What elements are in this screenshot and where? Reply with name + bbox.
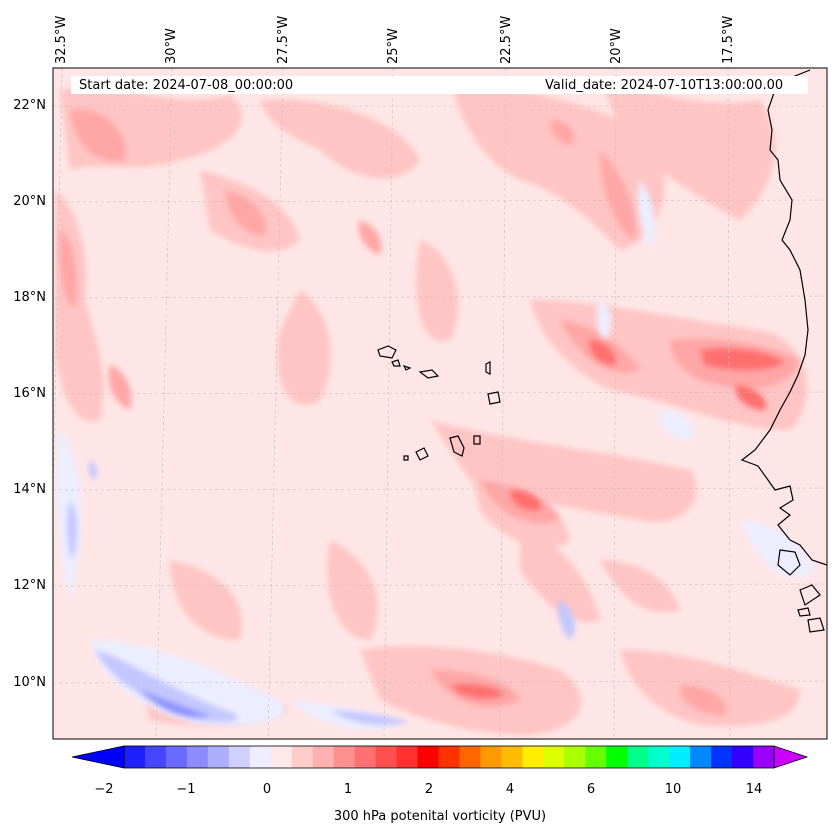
colorbar-cell <box>312 746 335 768</box>
map-panel <box>53 68 827 739</box>
colorbar-tick-minus2: −2 <box>94 782 114 797</box>
colorbar-tick-6: 6 <box>586 782 596 797</box>
colorbar-tick-4: 4 <box>505 782 515 797</box>
colorbar-tick-1: 1 <box>343 782 353 797</box>
africa-coast <box>740 69 827 566</box>
lon-label-17-5w: 17.5°W <box>721 15 736 64</box>
coastlines <box>740 69 827 633</box>
lat-label-20n: 20°N <box>13 194 46 209</box>
lat-label-10n: 10°N <box>13 675 46 690</box>
date-header-box <box>71 76 808 94</box>
colorbar-cell <box>543 746 565 768</box>
lat-label-22n: 22°N <box>13 98 46 113</box>
colorbar-title: 300 hPa potenital vorticity (PVU) <box>333 809 547 824</box>
lat-label-14n: 14°N <box>13 482 46 497</box>
lat-label-16n: 16°N <box>13 386 46 401</box>
lon-label-20w: 20°W <box>609 28 624 64</box>
colorbar-cell <box>207 746 230 768</box>
colorbar-tick-2: 2 <box>424 782 434 797</box>
lon-label-22-5w: 22.5°W <box>499 15 514 64</box>
colorbar-tick-0: 0 <box>262 782 272 797</box>
colorbar-cell <box>354 746 377 768</box>
colorbar-cell <box>606 746 628 768</box>
pv-contours-blue <box>67 460 576 726</box>
colorbar-cell <box>165 746 188 768</box>
colorbar-cell <box>711 746 733 768</box>
cape-verde-islands <box>377 345 501 461</box>
colorbar-cell <box>375 746 398 768</box>
colorbar-cell <box>270 746 293 768</box>
colorbar-min-extension <box>71 745 125 769</box>
colorbar-tick-10: 10 <box>664 782 682 797</box>
lon-label-32-5w: 32.5°W <box>54 15 69 64</box>
colorbar-cell <box>144 746 167 768</box>
colorbar-cell <box>690 746 712 768</box>
colorbar-cell <box>585 746 607 768</box>
map-frame <box>52 67 828 740</box>
colorbar-cell <box>753 746 775 768</box>
colorbar-cell <box>186 746 209 768</box>
colorbar-cell <box>732 746 754 768</box>
valid-date-label: Valid_date: 2024-07-10T13:00:00.00 <box>545 78 784 93</box>
map-gridlines <box>53 68 827 739</box>
lon-label-27-5w: 27.5°W <box>276 15 291 64</box>
pv-contours-mid-blue <box>140 690 210 718</box>
colorbar-cell <box>501 746 523 768</box>
colorbar-cell <box>522 746 544 768</box>
colorbar-cell <box>249 746 272 768</box>
colorbar-cell <box>438 746 460 768</box>
lon-label-30w: 30°W <box>164 28 179 64</box>
lon-label-25w: 25°W <box>386 28 401 64</box>
colorbar-cell <box>459 746 481 768</box>
colorbar-max-extension <box>773 745 809 769</box>
colorbar-cell <box>291 746 314 768</box>
colorbar-cell <box>648 746 670 768</box>
colorbar-cell <box>333 746 356 768</box>
lat-label-18n: 18°N <box>13 290 46 305</box>
colorbar-cell <box>124 746 146 768</box>
colorbar-cell <box>417 746 440 768</box>
colorbar-cell <box>396 746 419 768</box>
colorbar-frame <box>123 745 775 769</box>
colorbar <box>71 745 809 769</box>
colorbar-cell <box>480 746 502 768</box>
colorbar-cell <box>228 746 251 768</box>
start-date-label: Start date: 2024-07-08_00:00:00 <box>79 78 294 93</box>
colorbar-tick-minus1: −1 <box>176 782 196 797</box>
colorbar-cell <box>669 746 691 768</box>
lat-label-12n: 12°N <box>13 578 46 593</box>
colorbar-tick-14: 14 <box>745 782 763 797</box>
colorbar-cell <box>564 746 586 768</box>
colorbar-cell <box>627 746 649 768</box>
